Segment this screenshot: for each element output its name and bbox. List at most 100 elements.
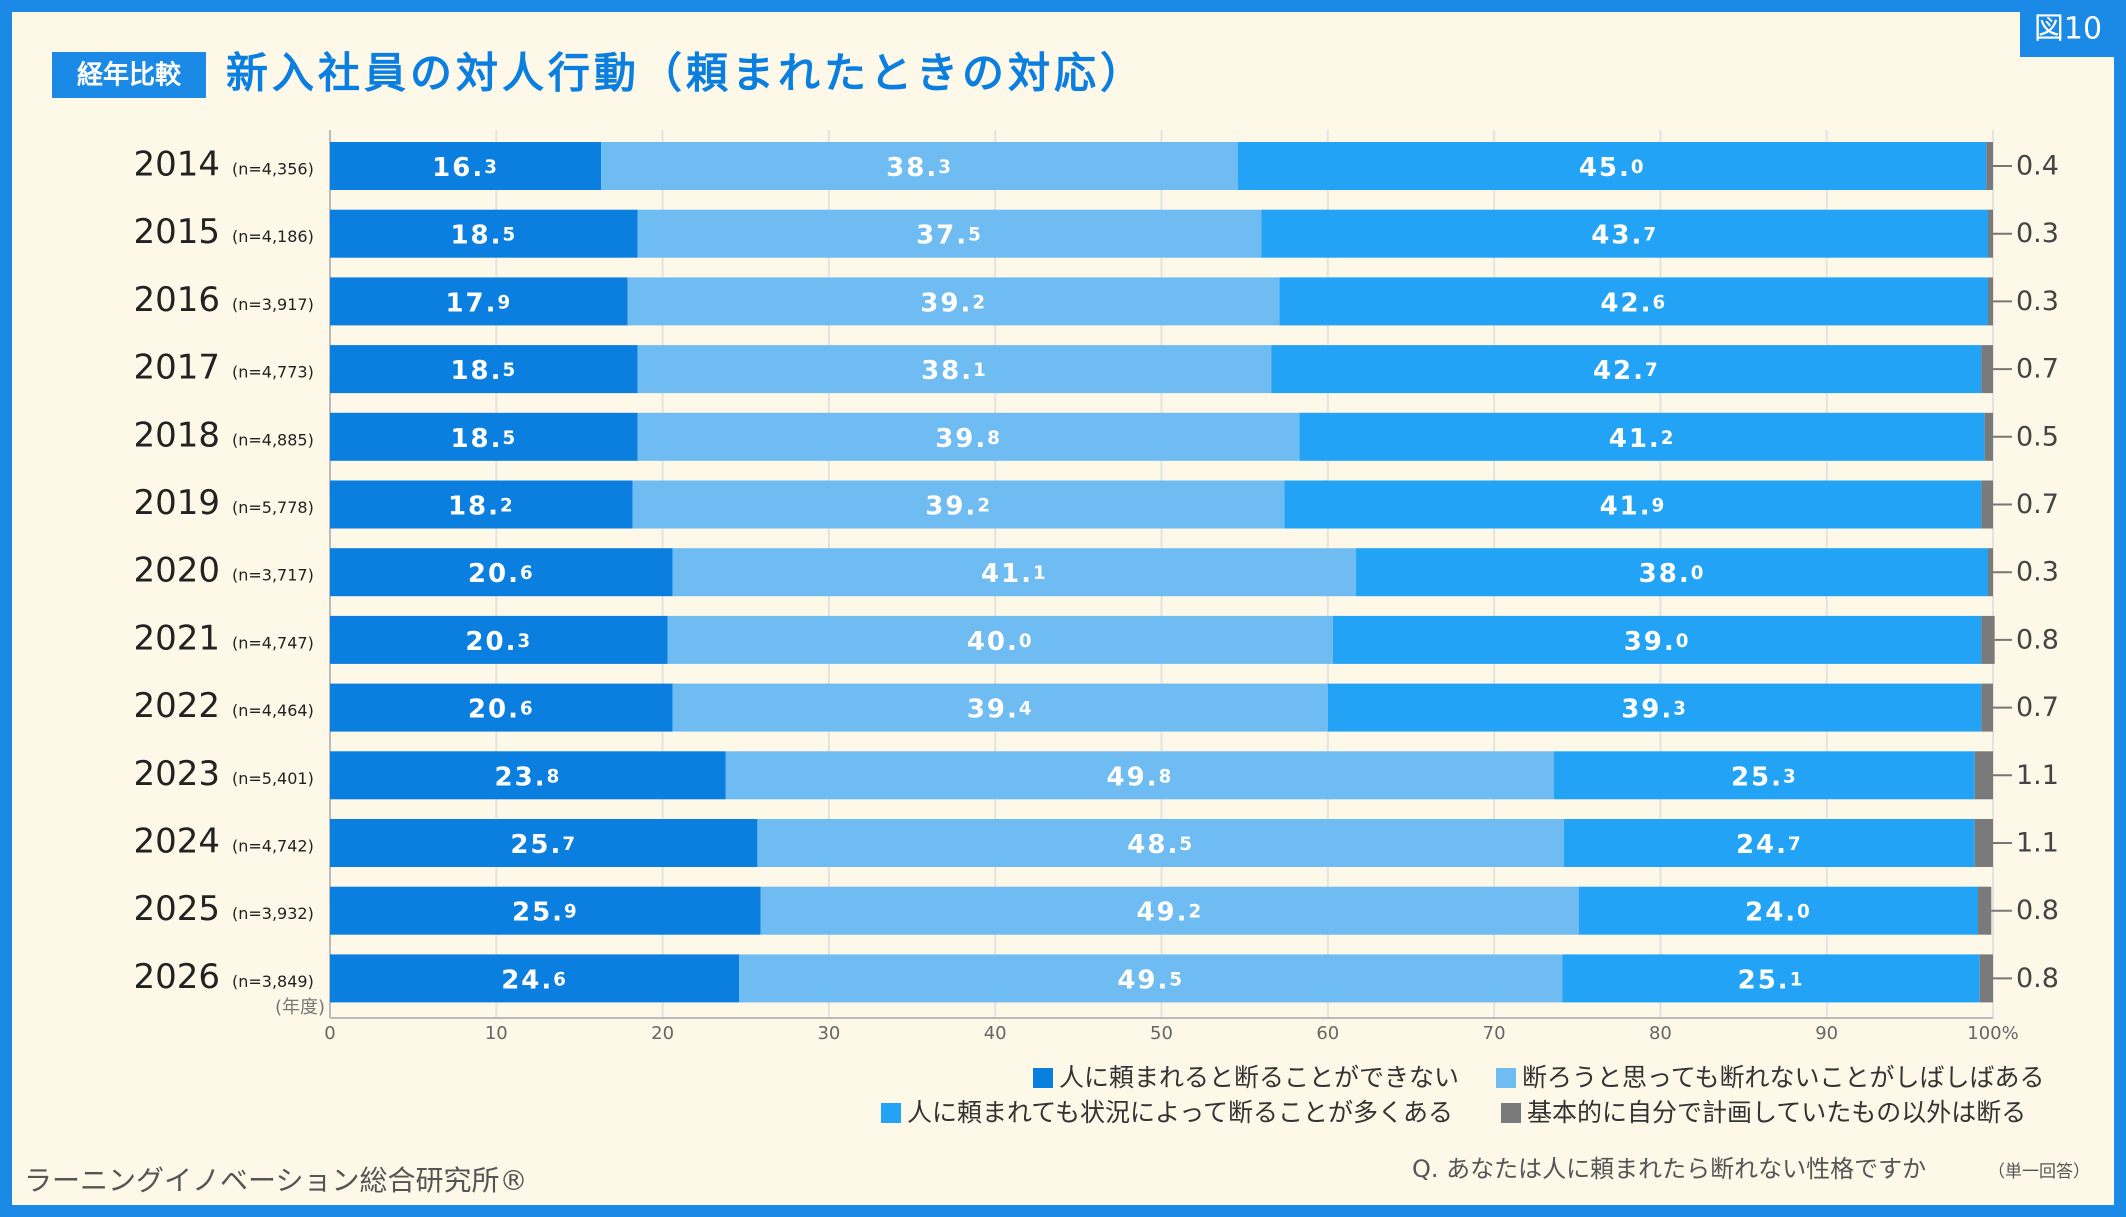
- value-label: 0.7: [2016, 692, 2059, 723]
- y-tick-label: 2025: [133, 889, 220, 929]
- bar-segment: [1981, 345, 1993, 394]
- bar-segment: [1284, 480, 1982, 529]
- sample-size: (n=3,717): [232, 566, 314, 585]
- bar-segment: [1271, 345, 1982, 394]
- legend-swatch: [1501, 1103, 1521, 1123]
- bar-segment: [330, 683, 673, 732]
- y-tick-label: 2024: [133, 822, 220, 862]
- value-label: 0.8: [2016, 895, 2059, 926]
- legend-swatch: [1033, 1068, 1053, 1088]
- value-label: 39.2: [920, 288, 987, 318]
- question: Q. あなたは人に頼まれたら断れない性格ですか: [1412, 1155, 1926, 1183]
- value-label: 18.5: [450, 356, 517, 386]
- y-tick-label: 2023: [133, 754, 220, 794]
- bar-segment: [1981, 615, 1995, 664]
- legend-swatch: [881, 1103, 901, 1123]
- value-label: 0.8: [2016, 963, 2059, 994]
- bar-segment: [1299, 412, 1985, 461]
- y-tick-label: 2021: [133, 618, 220, 658]
- value-label: 42.7: [1593, 356, 1660, 386]
- value-label: 18.2: [448, 491, 515, 521]
- badge: 経年比較: [77, 60, 182, 91]
- y-tick-label: 2020: [133, 551, 220, 591]
- sample-size: (n=5,778): [232, 498, 314, 517]
- bar-segment: [632, 480, 1285, 529]
- x-tick-label: 50: [1150, 1023, 1173, 1044]
- value-label: 0.7: [2016, 354, 2059, 385]
- value-label: 38.1: [921, 356, 988, 386]
- value-label: 24.6: [501, 965, 568, 995]
- bar-segment: [1978, 886, 1992, 935]
- sample-size: (n=4,742): [232, 837, 314, 856]
- value-label: 41.9: [1600, 491, 1667, 521]
- value-label: 49.2: [1136, 897, 1203, 927]
- bar-segment: [1986, 142, 1993, 190]
- bar-segment: [330, 412, 638, 461]
- value-label: 39.3: [1621, 694, 1688, 724]
- bar-segment: [330, 548, 673, 597]
- legend-label: 断ろうと思っても断れないことがしばしばある: [1522, 1063, 2045, 1092]
- value-label: 49.5: [1117, 965, 1184, 995]
- bar-segment: [330, 209, 638, 258]
- bar-segment: [1981, 480, 1993, 529]
- value-label: 24.7: [1736, 830, 1803, 860]
- value-label: 20.6: [468, 559, 535, 589]
- y-tick-label: 2018: [133, 415, 220, 455]
- y-tick-label: 2022: [133, 686, 220, 726]
- bar-segment: [1988, 209, 1993, 258]
- y-tick-label: 2026: [133, 957, 220, 997]
- value-label: 18.5: [450, 220, 517, 250]
- value-label: 43.7: [1591, 220, 1658, 250]
- question-note: （単一回答）: [1988, 1162, 2090, 1182]
- value-label: 24.0: [1745, 897, 1812, 927]
- figure-label: 図10: [2034, 12, 2102, 47]
- legend-label: 基本的に自分で計画していたもの以外は断る: [1527, 1098, 2026, 1127]
- bar-segment: [330, 819, 758, 867]
- sample-size: (n=3,932): [232, 904, 314, 923]
- bar-segment: [330, 277, 628, 326]
- value-label: 41.1: [981, 559, 1048, 589]
- sample-size: (n=5,401): [232, 769, 314, 788]
- bar-segment: [672, 683, 1328, 732]
- sample-size: (n=4,773): [232, 363, 314, 382]
- value-label: 38.0: [1639, 559, 1706, 589]
- value-label: 48.5: [1127, 830, 1194, 860]
- value-label: 1.1: [2016, 828, 2059, 859]
- y-tick-label: 2017: [133, 348, 220, 388]
- bar-segment: [1261, 209, 1989, 258]
- chart-title: 新入社員の対人行動（頼まれたときの対応）: [226, 49, 1146, 98]
- value-label: 16.3: [432, 153, 499, 183]
- y-tick-label: 2015: [133, 212, 220, 252]
- sample-size: (n=3,849): [232, 972, 314, 991]
- badge-box: [52, 52, 206, 98]
- bar-segment: [1562, 954, 1980, 1003]
- source: ラーニングイノベーション総合研究所®: [24, 1164, 527, 1197]
- bar-segment: [601, 142, 1238, 190]
- sample-size: (n=4,356): [232, 160, 314, 179]
- x-tick-label: 60: [1316, 1023, 1339, 1044]
- bar-segment: [330, 142, 602, 190]
- bar-segment: [1563, 819, 1975, 867]
- value-label: 20.3: [465, 626, 532, 656]
- bar-segment: [637, 209, 1262, 258]
- value-label: 25.9: [512, 897, 579, 927]
- sample-size: (n=4,885): [232, 430, 314, 449]
- bar-segment: [1974, 751, 1993, 800]
- value-label: 23.8: [495, 762, 562, 792]
- y-tick-label: 2014: [133, 145, 220, 185]
- bar-segment: [1974, 819, 1993, 867]
- y-tick-label: 2016: [133, 280, 220, 320]
- value-label: 0.4: [2016, 151, 2059, 182]
- y-tick-label: 2019: [133, 483, 220, 523]
- y-axis-label: (年度): [275, 997, 325, 1018]
- value-label: 1.1: [2016, 760, 2059, 791]
- value-label: 0.3: [2016, 557, 2059, 588]
- x-tick-label: 100%: [1967, 1023, 2018, 1044]
- x-tick-label: 10: [485, 1023, 508, 1044]
- bar-segment: [1327, 683, 1982, 732]
- bar-segment: [1578, 886, 1979, 935]
- bar-segment: [330, 751, 726, 800]
- value-label: 17.9: [445, 288, 512, 318]
